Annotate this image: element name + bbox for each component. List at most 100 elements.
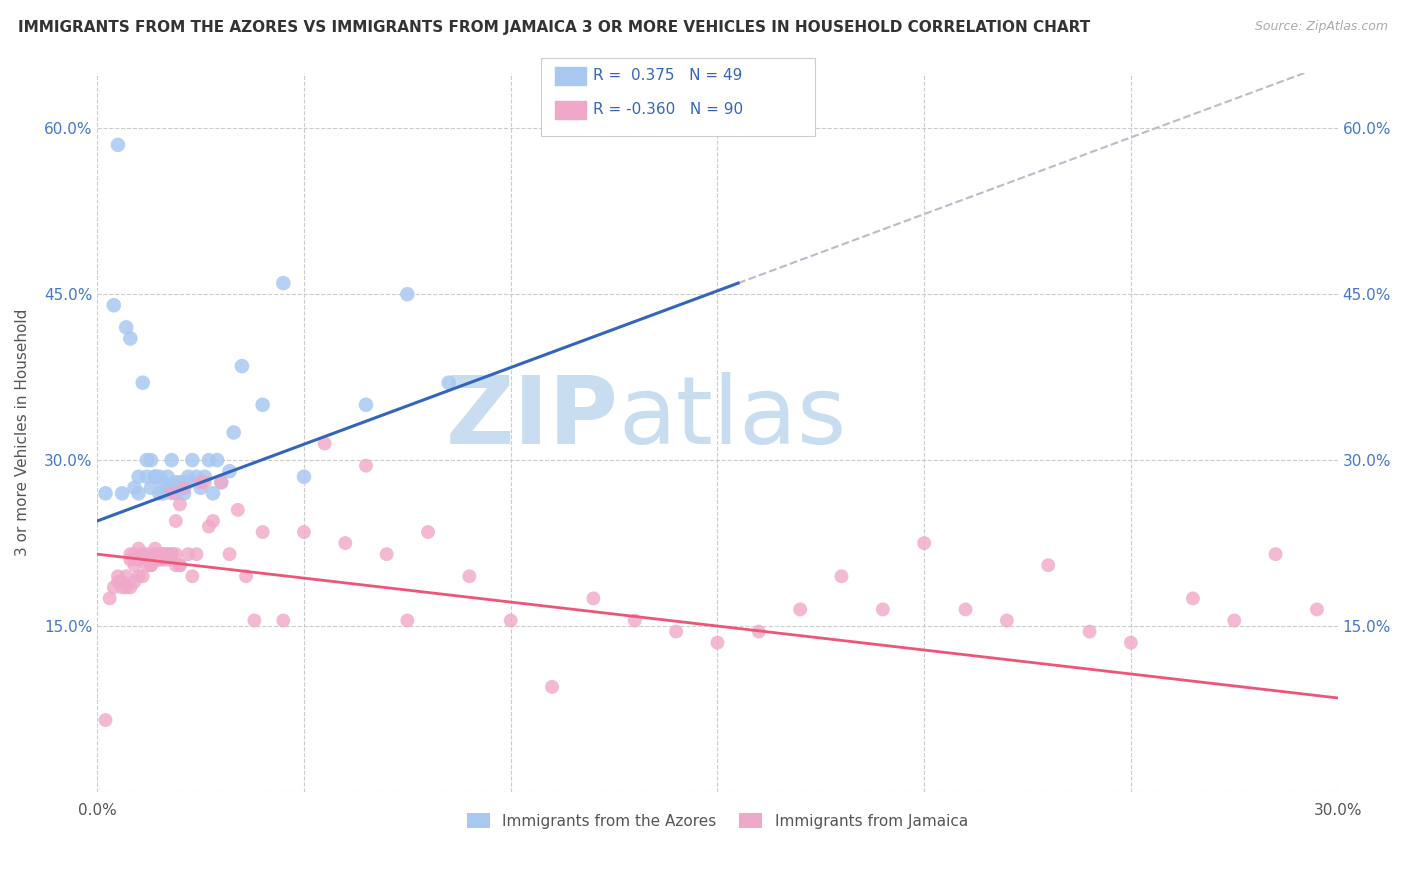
Point: [173, 481, 195, 495]
Point: [198, 519, 221, 533]
Point: [830, 569, 852, 583]
Point: [1306, 602, 1329, 616]
Point: [995, 614, 1018, 628]
Text: Source: ZipAtlas.com: Source: ZipAtlas.com: [1254, 20, 1388, 33]
Point: [107, 574, 129, 589]
Point: [173, 481, 195, 495]
Point: [143, 469, 166, 483]
Point: [1078, 624, 1101, 639]
Point: [107, 569, 129, 583]
Point: [235, 569, 257, 583]
Point: [120, 331, 142, 345]
Point: [124, 481, 146, 495]
Point: [132, 569, 155, 583]
Point: [111, 574, 134, 589]
Point: [194, 469, 217, 483]
Point: [202, 514, 225, 528]
Point: [107, 137, 129, 152]
Point: [623, 614, 645, 628]
Point: [169, 481, 191, 495]
Point: [165, 514, 187, 528]
Point: [135, 453, 157, 467]
Point: [499, 614, 522, 628]
Point: [160, 547, 183, 561]
Point: [1264, 547, 1286, 561]
Point: [152, 552, 174, 566]
Point: [128, 552, 150, 566]
Point: [169, 558, 191, 573]
Point: [103, 298, 125, 312]
Point: [120, 552, 142, 566]
Point: [375, 547, 398, 561]
Point: [156, 552, 179, 566]
Point: [143, 547, 166, 561]
Point: [218, 464, 240, 478]
Point: [1181, 591, 1204, 606]
Text: atlas: atlas: [619, 372, 846, 464]
Point: [190, 481, 212, 495]
Point: [169, 558, 191, 573]
Point: [292, 524, 315, 539]
Point: [354, 458, 377, 473]
Point: [1223, 614, 1246, 628]
Point: [148, 486, 170, 500]
Point: [165, 547, 187, 561]
Point: [135, 469, 157, 483]
Point: [135, 547, 157, 561]
Point: [202, 486, 225, 500]
Point: [165, 486, 187, 500]
Text: ZIP: ZIP: [446, 372, 619, 464]
Point: [160, 453, 183, 467]
Point: [872, 602, 894, 616]
Point: [243, 614, 266, 628]
Point: [194, 475, 217, 490]
Point: [665, 624, 688, 639]
Point: [128, 569, 150, 583]
Point: [231, 359, 253, 373]
Point: [139, 481, 162, 495]
Point: [124, 547, 146, 561]
Point: [226, 503, 249, 517]
Point: [148, 552, 170, 566]
Point: [252, 398, 274, 412]
Point: [955, 602, 977, 616]
Point: [135, 552, 157, 566]
Point: [160, 481, 183, 495]
Point: [124, 574, 146, 589]
Point: [132, 547, 155, 561]
Point: [111, 580, 134, 594]
Point: [222, 425, 245, 440]
Point: [94, 486, 117, 500]
Point: [271, 614, 294, 628]
Point: [152, 486, 174, 500]
Point: [205, 453, 228, 467]
Text: IMMIGRANTS FROM THE AZORES VS IMMIGRANTS FROM JAMAICA 3 OR MORE VEHICLES IN HOUS: IMMIGRANTS FROM THE AZORES VS IMMIGRANTS…: [18, 20, 1091, 35]
Point: [152, 475, 174, 490]
Point: [252, 524, 274, 539]
Point: [177, 475, 200, 490]
Point: [354, 398, 377, 412]
Point: [292, 469, 315, 483]
Point: [132, 376, 155, 390]
Point: [177, 547, 200, 561]
Point: [143, 469, 166, 483]
Y-axis label: 3 or more Vehicles in Household: 3 or more Vehicles in Household: [15, 309, 30, 556]
Point: [115, 320, 138, 334]
Point: [148, 547, 170, 561]
Point: [128, 486, 150, 500]
Point: [124, 558, 146, 573]
Point: [94, 713, 117, 727]
Point: [209, 475, 232, 490]
Point: [186, 547, 208, 561]
Point: [152, 547, 174, 561]
Point: [314, 436, 336, 450]
Point: [271, 276, 294, 290]
Point: [139, 558, 162, 573]
Point: [789, 602, 811, 616]
Point: [416, 524, 439, 539]
Point: [143, 547, 166, 561]
Point: [148, 469, 170, 483]
Point: [458, 569, 481, 583]
Legend: Immigrants from the Azores, Immigrants from Jamaica: Immigrants from the Azores, Immigrants f…: [461, 806, 974, 835]
Point: [148, 552, 170, 566]
